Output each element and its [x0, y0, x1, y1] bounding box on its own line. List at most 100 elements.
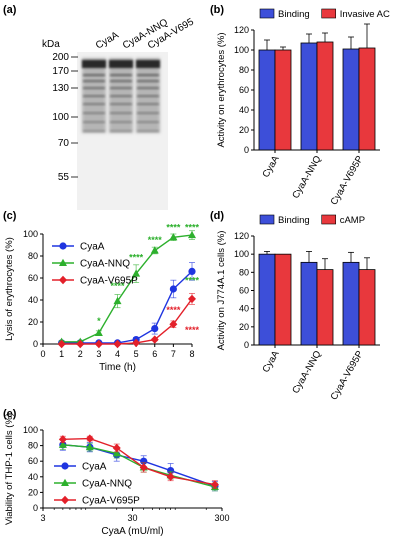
x-tick-label: 2: [78, 349, 83, 359]
legend-label: CyaA: [82, 462, 107, 473]
data-point: [132, 269, 141, 277]
marker-label: 170: [52, 66, 69, 77]
bar: [300, 261, 318, 346]
data-point: [57, 339, 66, 349]
x-tick-label: 8: [189, 349, 194, 359]
x-tick-label: 1: [59, 349, 64, 359]
data-point: [169, 233, 178, 241]
x-tick-label: 7: [171, 349, 176, 359]
bar: [358, 47, 376, 151]
panel-c-chart: 0 20 40 60 80 100 0 1 2 3 4 5 6 7 8 Time (h) Lysis of er…: [4, 223, 199, 373]
y-tick-label: 60: [28, 273, 38, 283]
legend-label: CyaA-V695P: [80, 276, 138, 287]
legend-label: CyaA: [80, 242, 105, 253]
data-point: [59, 275, 67, 285]
series-line: [62, 437, 216, 486]
y-tick-label: 100: [234, 249, 249, 259]
band-minor: [83, 80, 105, 83]
bar: [316, 269, 334, 346]
band-minor: [137, 80, 159, 83]
legend-label: Binding: [278, 9, 310, 20]
data-point: [188, 230, 196, 239]
x-tick-label: CyaA-V695P: [329, 349, 366, 402]
data-point: [94, 339, 103, 349]
y-tick-label: 80: [239, 65, 249, 75]
lane-label: CyaA: [94, 30, 121, 52]
data-point: [112, 443, 121, 453]
band-minor: [110, 95, 132, 98]
y-tick-label: 0: [244, 145, 249, 155]
data-point: [58, 440, 67, 448]
band-minor: [137, 103, 159, 106]
band-minor: [110, 130, 132, 133]
y-tick-label: 100: [234, 45, 249, 55]
y-tick-label: 40: [28, 472, 38, 482]
marker-label: 55: [58, 172, 70, 183]
y-tick-label: 0: [33, 503, 38, 513]
band-minor: [83, 74, 105, 77]
series-line: [62, 444, 216, 488]
panel-label-b: (b): [210, 4, 224, 16]
y-tick-label: 40: [239, 304, 249, 314]
data-point: [59, 242, 67, 250]
band-main: [82, 60, 106, 68]
significance-annotation: ****: [185, 223, 200, 233]
legend-swatch: [321, 214, 337, 225]
x-tick-label: 3: [40, 513, 45, 523]
band-minor: [137, 121, 159, 124]
band-minor: [110, 103, 132, 106]
y-tick-label: 20: [239, 322, 249, 332]
band-minor: [110, 87, 132, 90]
data-point: [59, 258, 67, 266]
data-point: [113, 296, 122, 305]
data-point: [112, 449, 121, 457]
x-tick-label: CyaA: [260, 348, 281, 374]
legend-label: Invasive AC: [340, 9, 390, 20]
significance-annotation: ****: [166, 305, 181, 315]
data-point: [169, 285, 177, 293]
legend-label: CyaA-NNQ: [82, 479, 132, 490]
data-point: [85, 442, 94, 451]
legend-label: Binding: [278, 215, 310, 226]
x-tick-label: 300: [214, 513, 229, 523]
y-tick-label: 120: [234, 25, 249, 35]
y-tick-label: 20: [239, 125, 249, 135]
band-minor: [110, 74, 132, 77]
x-tick-label: 5: [134, 349, 139, 359]
bar: [300, 42, 318, 151]
data-point: [61, 462, 69, 470]
panel-e-chart: 0 20 40 60 80 100 3 30 300 CyaA (mU/ml) Viability …: [4, 413, 230, 537]
legend-swatch: [321, 8, 337, 19]
y-axis-label: Activity on erythrocytes (%): [216, 32, 227, 147]
data-point: [169, 320, 178, 329]
y-axis-label: Lysis of erythrocytes (%): [4, 237, 15, 341]
band-main: [109, 60, 133, 68]
significance-annotation: ****: [110, 281, 125, 291]
significance-annotation: ****: [185, 325, 200, 335]
panel-label-a: (a): [3, 4, 17, 16]
band-minor: [137, 112, 159, 115]
band-minor: [83, 130, 105, 133]
data-point: [188, 294, 196, 304]
x-tick-label: CyaA-V695P: [329, 154, 366, 207]
band-minor: [83, 103, 105, 106]
band-minor: [83, 121, 105, 124]
band-minor: [110, 112, 132, 115]
data-point: [58, 435, 67, 444]
band-minor: [137, 95, 159, 98]
bar: [342, 48, 360, 151]
data-point: [166, 472, 175, 481]
panel-b-chart: 0 20 40 60 80 100 120 Activity on erythrocytes …: [216, 8, 390, 207]
band-minor: [110, 121, 132, 124]
data-point: [61, 495, 69, 505]
y-tick-label: 100: [23, 425, 38, 435]
significance-annotation: ****: [166, 223, 181, 233]
data-point: [76, 339, 85, 349]
data-point: [94, 328, 103, 336]
x-tick-label: 3: [96, 349, 101, 359]
y-tick-label: 80: [28, 441, 38, 451]
band-minor: [110, 80, 132, 83]
y-tick-label: 60: [28, 456, 38, 466]
significance-annotation: ****: [185, 276, 200, 286]
